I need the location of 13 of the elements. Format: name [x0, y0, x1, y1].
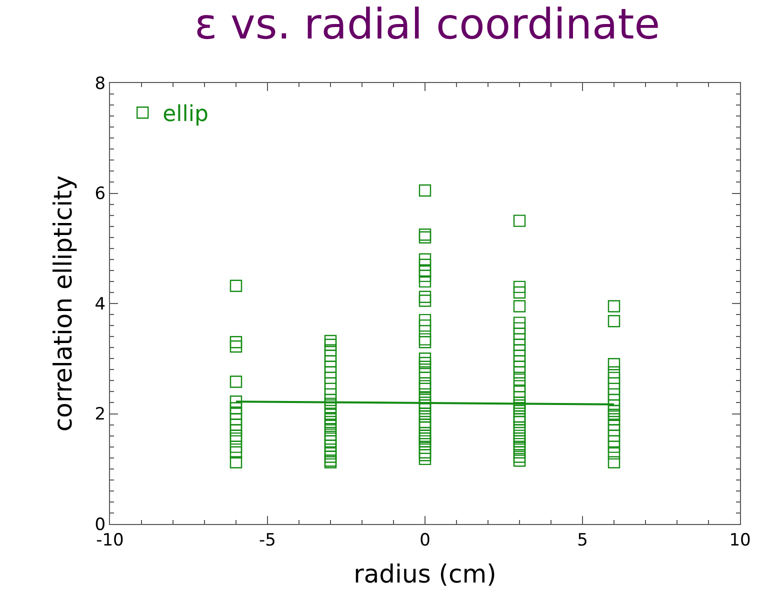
y-axis-title: correlation ellipticity [48, 175, 78, 432]
x-tick-label: -5 [259, 530, 276, 550]
chart-title: ε vs. radial coordinate [194, 0, 660, 49]
y-tick-label: 2 [94, 404, 106, 425]
x-tick-label: -10 [96, 530, 124, 550]
x-axis-title: radius (cm) [354, 559, 496, 588]
y-tick-label: 8 [94, 74, 106, 94]
x-tick-label: 10 [729, 530, 751, 550]
x-tick-label: 0 [420, 530, 430, 550]
legend-label: ellip [162, 102, 208, 128]
y-tick-label: 4 [94, 294, 106, 314]
x-tick-label: 5 [577, 530, 588, 550]
y-tick-label: 6 [94, 184, 106, 204]
